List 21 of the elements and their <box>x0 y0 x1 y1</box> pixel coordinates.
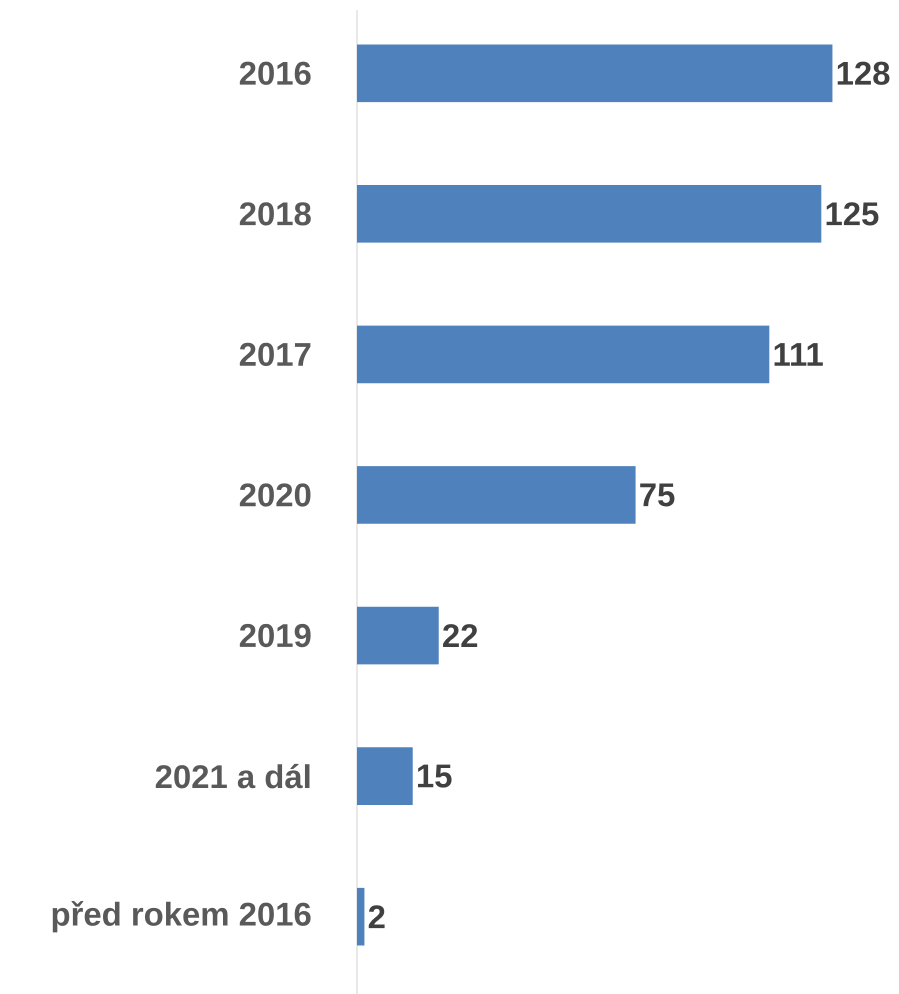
bar <box>357 44 832 102</box>
bar <box>357 466 636 524</box>
data-label: 125 <box>826 202 878 226</box>
y-tick-label: před rokem 2016 <box>52 901 311 932</box>
data-label: 128 <box>838 62 890 85</box>
bar <box>357 888 364 946</box>
data-label: 111 <box>774 343 823 366</box>
y-tick-label: 2018 <box>240 202 311 226</box>
data-label: 75 <box>640 484 674 506</box>
y-tick-label: 2020 <box>240 483 310 507</box>
bar <box>357 606 439 664</box>
y-tick-label: 2017 <box>240 342 310 366</box>
data-label: 15 <box>418 764 452 788</box>
y-tick-label: 2019 <box>240 624 311 648</box>
bar <box>357 747 413 805</box>
data-label: 2 <box>368 905 385 928</box>
data-label: 22 <box>443 624 478 648</box>
y-tick-label: 2021 a dál <box>156 764 310 788</box>
y-tick-label: 2016 <box>240 62 311 85</box>
bar <box>357 326 770 384</box>
bar <box>357 185 822 243</box>
